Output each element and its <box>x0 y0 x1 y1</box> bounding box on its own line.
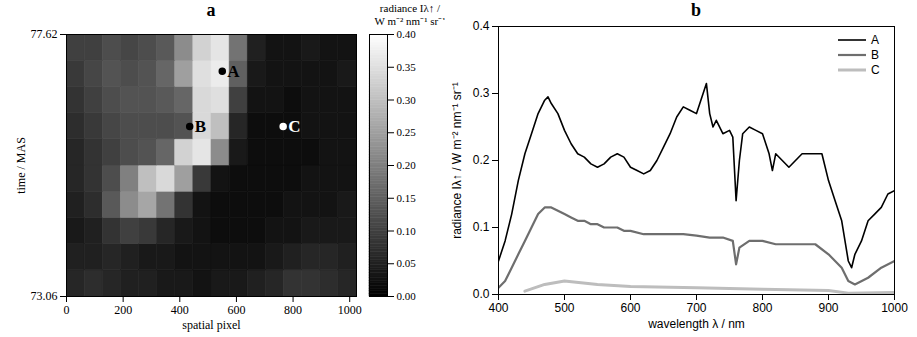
html-text:radiance Iλ↑ /: radiance Iλ↑ / <box>379 2 441 14</box>
html-text:a: a <box>206 0 216 20</box>
html-text:b: b <box>691 0 701 20</box>
svg-text:600: 600 <box>227 303 245 317</box>
svg-text:73.06: 73.06 <box>31 289 58 303</box>
svg-text:0.10: 0.10 <box>397 225 417 237</box>
svg-text:1000: 1000 <box>881 301 908 315</box>
svg-text:0.2: 0.2 <box>473 153 490 167</box>
svg-text:800: 800 <box>284 303 302 317</box>
svg-text:radiance Iλ↑ / W m⁻² nm⁻¹ sr⁻¹: radiance Iλ↑ / W m⁻² nm⁻¹ sr⁻¹ <box>450 82 464 239</box>
svg-text:500: 500 <box>554 301 574 315</box>
svg-text:77.62: 77.62 <box>31 27 58 41</box>
svg-text:C: C <box>288 117 300 136</box>
svg-text:time / MAS: time / MAS <box>14 137 28 194</box>
svg-text:0.4: 0.4 <box>473 20 490 33</box>
svg-text:200: 200 <box>114 303 132 317</box>
svg-text:0.40: 0.40 <box>397 28 417 40</box>
svg-text:0.0: 0.0 <box>473 287 490 301</box>
svg-text:0.1: 0.1 <box>473 220 490 234</box>
html-text:W m⁻² nm⁻¹ sr⁻¹: W m⁻² nm⁻¹ sr⁻¹ <box>374 15 446 27</box>
svg-text:0: 0 <box>64 303 70 317</box>
html-text:A: A <box>871 32 879 47</box>
html-text:C: C <box>871 62 880 77</box>
svg-text:B: B <box>195 117 206 136</box>
html-text:B: B <box>871 47 879 62</box>
svg-text:0.05: 0.05 <box>397 257 417 269</box>
svg-text:600: 600 <box>620 301 640 315</box>
svg-text:900: 900 <box>818 301 838 315</box>
svg-text:400: 400 <box>488 301 508 315</box>
svg-text:A: A <box>227 62 240 81</box>
svg-text:1000: 1000 <box>338 303 362 317</box>
svg-text:400: 400 <box>171 303 189 317</box>
svg-text:0.35: 0.35 <box>397 61 417 73</box>
svg-text:0.15: 0.15 <box>397 192 417 204</box>
svg-text:0.20: 0.20 <box>397 159 417 171</box>
svg-text:0.25: 0.25 <box>397 126 417 138</box>
svg-text:0.30: 0.30 <box>397 94 417 106</box>
svg-text:0.3: 0.3 <box>473 86 490 100</box>
svg-text:0.00: 0.00 <box>397 290 417 302</box>
svg-text:800: 800 <box>752 301 772 315</box>
svg-text:spatial pixel: spatial pixel <box>182 318 241 332</box>
svg-text:wavelength λ / nm: wavelength λ / nm <box>647 317 745 331</box>
svg-text:700: 700 <box>686 301 706 315</box>
